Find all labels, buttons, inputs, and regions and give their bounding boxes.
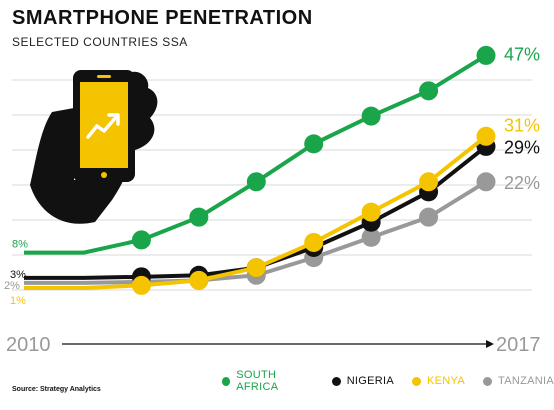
data-point: [246, 258, 266, 278]
end-value-label: 47%: [504, 44, 540, 64]
chart-subtitle: SELECTED COUNTRIES SSA: [12, 35, 188, 49]
data-point: [419, 172, 439, 192]
data-point: [476, 126, 496, 146]
legend-swatch: [331, 376, 341, 386]
data-point: [189, 270, 209, 290]
x-start-label: 2010: [6, 334, 51, 356]
data-point: [419, 81, 439, 101]
series-layer: [24, 45, 496, 295]
start-value-label: 1%: [10, 295, 26, 307]
end-value-label: 31%: [504, 115, 540, 135]
series-south-africa: [24, 45, 496, 255]
data-point: [476, 172, 496, 192]
end-value-label: 29%: [504, 137, 540, 157]
data-point: [131, 275, 151, 295]
data-point: [131, 230, 151, 250]
data-point: [476, 45, 496, 65]
data-point: [304, 232, 324, 252]
legend-label: SOUTH AFRICA: [236, 369, 279, 393]
legend-label: NIGERIA: [346, 375, 395, 387]
chart-title: SMARTPHONE PENETRATION: [12, 7, 313, 29]
data-point: [304, 134, 324, 154]
start-value-label: 8%: [12, 239, 28, 251]
x-axis-arrow-head: [486, 340, 494, 348]
legend: SOUTH AFRICA NIGERIA KENYA TANZANIA: [222, 369, 554, 393]
x-axis: 2010 2017: [6, 334, 541, 356]
legend-item: SOUTH AFRICA: [222, 369, 314, 393]
series-kenya: [24, 126, 496, 295]
x-end-label: 2017: [496, 334, 541, 356]
legend-label: TANZANIA: [498, 375, 554, 387]
legend-item: TANZANIA: [483, 369, 554, 393]
data-point: [361, 227, 381, 247]
legend-label: KENYA: [427, 375, 466, 387]
label-layer: 2% 22% 3% 29% 1% 31% 8% 47%: [4, 44, 540, 307]
start-value-label: 3%: [10, 269, 26, 281]
legend-item: KENYA: [412, 369, 465, 393]
data-point: [419, 207, 439, 227]
data-point: [246, 172, 266, 192]
source-note: Source: Strategy Analytics: [12, 386, 101, 393]
legend-item: NIGERIA: [331, 369, 395, 393]
start-value-label: 2%: [4, 280, 20, 292]
legend-swatch: [222, 376, 231, 386]
data-point: [361, 106, 381, 126]
end-value-label: 22%: [504, 173, 540, 193]
legend-swatch: [412, 376, 422, 386]
data-point: [189, 207, 209, 227]
legend-swatch: [483, 376, 493, 386]
data-point: [361, 202, 381, 222]
hand-holding-phone-icon: [30, 70, 158, 224]
